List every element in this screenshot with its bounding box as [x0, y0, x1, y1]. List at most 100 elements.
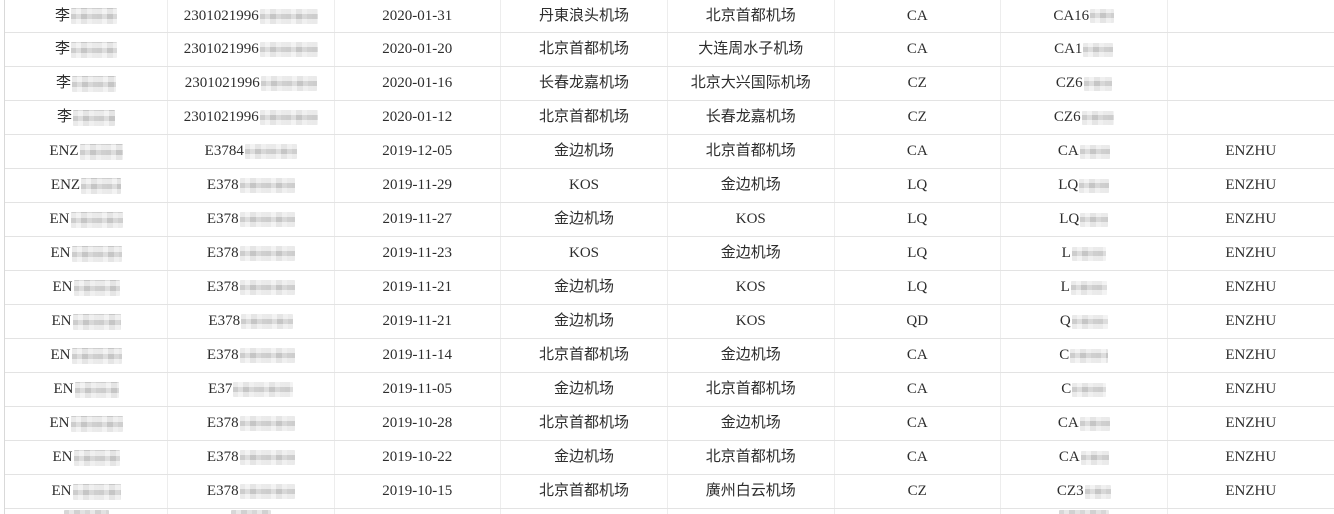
cell-flight-date[interactable]: 2019-12-05: [335, 135, 501, 168]
cell-arrival-airport[interactable]: 金边机场: [668, 339, 835, 372]
cell-partial[interactable]: [1168, 509, 1334, 514]
cell-departure-airport[interactable]: 北京首都机场: [501, 339, 668, 372]
cell-passenger-tag[interactable]: [1168, 101, 1334, 134]
cell-id-number[interactable]: 2301021996: [168, 67, 335, 100]
cell-flight-date[interactable]: 2020-01-31: [335, 0, 501, 32]
cell-passenger-name[interactable]: ENZ: [5, 135, 168, 168]
cell-flight-date[interactable]: 2020-01-12: [335, 101, 501, 134]
cell-partial[interactable]: [168, 509, 335, 514]
cell-airline-code[interactable]: CA: [835, 441, 1001, 474]
cell-id-number[interactable]: E378: [168, 441, 335, 474]
cell-departure-airport[interactable]: KOS: [501, 169, 668, 202]
cell-airline-code[interactable]: CA: [835, 135, 1001, 168]
cell-id-number[interactable]: E37: [168, 373, 335, 406]
cell-departure-airport[interactable]: 金边机场: [501, 135, 668, 168]
cell-arrival-airport[interactable]: 北京首都机场: [668, 441, 835, 474]
cell-id-number[interactable]: E378: [168, 339, 335, 372]
cell-airline-code[interactable]: CA: [835, 33, 1001, 66]
cell-partial[interactable]: [835, 509, 1001, 514]
cell-id-number[interactable]: 2301021996: [168, 33, 335, 66]
cell-id-number[interactable]: 2301021996: [168, 101, 335, 134]
cell-airline-code[interactable]: CZ: [835, 475, 1001, 508]
cell-passenger-tag[interactable]: ENZHU: [1168, 339, 1334, 372]
cell-arrival-airport[interactable]: 长春龙嘉机场: [668, 101, 835, 134]
cell-id-number[interactable]: E378: [168, 203, 335, 236]
cell-arrival-airport[interactable]: 廣州白云机场: [668, 475, 835, 508]
cell-partial[interactable]: [335, 509, 501, 514]
cell-passenger-tag[interactable]: ENZHU: [1168, 407, 1334, 440]
cell-passenger-tag[interactable]: ENZHU: [1168, 169, 1334, 202]
cell-flight-date[interactable]: 2020-01-20: [335, 33, 501, 66]
cell-airline-code[interactable]: LQ: [835, 237, 1001, 270]
cell-airline-code[interactable]: QD: [835, 305, 1001, 338]
cell-flight-number[interactable]: Q: [1001, 305, 1168, 338]
cell-flight-date[interactable]: 2020-01-16: [335, 67, 501, 100]
cell-departure-airport[interactable]: 长春龙嘉机场: [501, 67, 668, 100]
cell-arrival-airport[interactable]: KOS: [668, 305, 835, 338]
cell-id-number[interactable]: E378: [168, 237, 335, 270]
cell-passenger-tag[interactable]: ENZHU: [1168, 305, 1334, 338]
cell-partial[interactable]: [501, 509, 668, 514]
cell-arrival-airport[interactable]: 北京大兴国际机场: [668, 67, 835, 100]
cell-flight-number[interactable]: CA: [1001, 135, 1168, 168]
cell-passenger-name[interactable]: 李: [5, 0, 168, 32]
cell-arrival-airport[interactable]: KOS: [668, 203, 835, 236]
cell-id-number[interactable]: E3784: [168, 135, 335, 168]
cell-partial[interactable]: [668, 509, 835, 514]
cell-passenger-tag[interactable]: [1168, 0, 1334, 32]
cell-passenger-tag[interactable]: ENZHU: [1168, 237, 1334, 270]
cell-arrival-airport[interactable]: 金边机场: [668, 407, 835, 440]
cell-flight-number[interactable]: CA: [1001, 441, 1168, 474]
cell-flight-date[interactable]: 2019-10-22: [335, 441, 501, 474]
cell-airline-code[interactable]: CA: [835, 373, 1001, 406]
cell-id-number[interactable]: E378: [168, 407, 335, 440]
cell-arrival-airport[interactable]: 北京首都机场: [668, 0, 835, 32]
cell-flight-date[interactable]: 2019-11-27: [335, 203, 501, 236]
cell-flight-date[interactable]: 2019-11-21: [335, 305, 501, 338]
cell-id-number[interactable]: 2301021996: [168, 0, 335, 32]
cell-flight-number[interactable]: LQ: [1001, 169, 1168, 202]
cell-departure-airport[interactable]: 金边机场: [501, 203, 668, 236]
cell-departure-airport[interactable]: KOS: [501, 237, 668, 270]
cell-passenger-name[interactable]: EN: [5, 271, 168, 304]
cell-flight-date[interactable]: 2019-11-29: [335, 169, 501, 202]
cell-airline-code[interactable]: LQ: [835, 169, 1001, 202]
cell-flight-number[interactable]: LQ: [1001, 203, 1168, 236]
cell-flight-date[interactable]: 2019-11-05: [335, 373, 501, 406]
cell-passenger-name[interactable]: EN: [5, 373, 168, 406]
cell-passenger-name[interactable]: 李: [5, 67, 168, 100]
cell-passenger-tag[interactable]: ENZHU: [1168, 441, 1334, 474]
cell-passenger-tag[interactable]: ENZHU: [1168, 135, 1334, 168]
cell-airline-code[interactable]: LQ: [835, 203, 1001, 236]
cell-airline-code[interactable]: CA: [835, 0, 1001, 32]
cell-flight-number[interactable]: C: [1001, 339, 1168, 372]
cell-passenger-tag[interactable]: [1168, 33, 1334, 66]
cell-arrival-airport[interactable]: KOS: [668, 271, 835, 304]
cell-departure-airport[interactable]: 北京首都机场: [501, 475, 668, 508]
cell-departure-airport[interactable]: 北京首都机场: [501, 101, 668, 134]
cell-flight-date[interactable]: 2019-10-15: [335, 475, 501, 508]
cell-partial[interactable]: [5, 509, 168, 514]
cell-departure-airport[interactable]: 北京首都机场: [501, 33, 668, 66]
cell-flight-number[interactable]: CZ6: [1001, 67, 1168, 100]
cell-departure-airport[interactable]: 金边机场: [501, 373, 668, 406]
cell-departure-airport[interactable]: 北京首都机场: [501, 407, 668, 440]
cell-passenger-name[interactable]: EN: [5, 475, 168, 508]
cell-flight-date[interactable]: 2019-11-21: [335, 271, 501, 304]
cell-id-number[interactable]: E378: [168, 305, 335, 338]
cell-flight-number[interactable]: CA16: [1001, 0, 1168, 32]
cell-arrival-airport[interactable]: 金边机场: [668, 237, 835, 270]
cell-flight-date[interactable]: 2019-10-28: [335, 407, 501, 440]
cell-passenger-name[interactable]: EN: [5, 407, 168, 440]
cell-departure-airport[interactable]: 金边机场: [501, 271, 668, 304]
cell-passenger-name[interactable]: EN: [5, 203, 168, 236]
cell-passenger-name[interactable]: ENZ: [5, 169, 168, 202]
cell-passenger-name[interactable]: 李: [5, 101, 168, 134]
cell-flight-date[interactable]: 2019-11-23: [335, 237, 501, 270]
cell-departure-airport[interactable]: 丹東浪头机场: [501, 0, 668, 32]
cell-arrival-airport[interactable]: 北京首都机场: [668, 135, 835, 168]
cell-airline-code[interactable]: CA: [835, 339, 1001, 372]
cell-flight-number[interactable]: L: [1001, 237, 1168, 270]
cell-passenger-tag[interactable]: ENZHU: [1168, 203, 1334, 236]
cell-flight-number[interactable]: CZ6: [1001, 101, 1168, 134]
